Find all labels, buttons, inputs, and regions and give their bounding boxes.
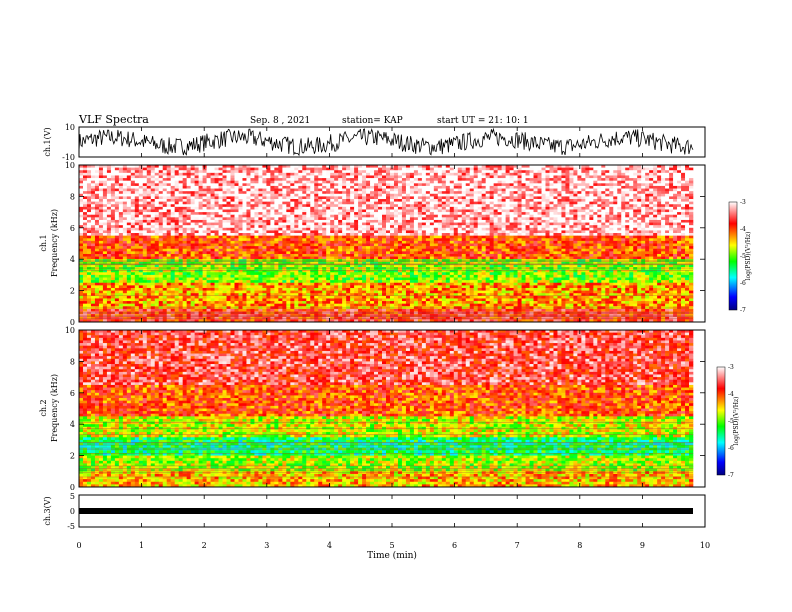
ch2-spec-ytick-2: 2 <box>70 452 75 461</box>
ch2-spec-ytick-0: 0 <box>70 483 75 492</box>
ch3-ytick-bottom: -5 <box>67 522 75 531</box>
ch1-colorbar-tick--5: -5 <box>740 253 746 260</box>
ch2-colorbar-tick--7: -7 <box>728 472 734 479</box>
x-tick-6: 6 <box>452 541 457 550</box>
ch1-ylabel: ch.1(V) <box>43 127 52 156</box>
date-label: Sep. 8 , 2021 <box>250 116 310 126</box>
ch1-colorbar-tick--4: -4 <box>740 226 746 233</box>
ch2-colorbar-label: log(PSD)(V²/Hz) <box>733 397 740 446</box>
ch1-ytick-top: 10 <box>65 123 75 132</box>
ch3-ylabel: ch.3(V) <box>43 496 52 525</box>
x-axis-label: Time (min) <box>367 550 417 561</box>
ch1-spec-ytick-2: 2 <box>70 287 75 296</box>
ch2-spec-ytick-4: 4 <box>70 420 75 429</box>
ch1-spec-ylabel-channel: ch.1 <box>39 234 48 251</box>
ch1-spec-ytick-0: 0 <box>70 318 75 327</box>
ch3-ytick-top: 5 <box>70 492 75 501</box>
ch2-spec-ytick-6: 6 <box>70 389 75 398</box>
ch2-colorbar-tick--5: -5 <box>728 418 734 425</box>
ch1-spec-ytick-8: 8 <box>70 192 75 201</box>
ch2-colorbar-tick--3: -3 <box>728 364 734 371</box>
ch2-spec-ytick-8: 8 <box>70 357 75 366</box>
ch2-colorbar-tick--4: -4 <box>728 391 734 398</box>
ch1-colorbar-label: log(PSD)(V²/Hz) <box>745 232 752 281</box>
ch1-colorbar-tick--3: -3 <box>740 199 746 206</box>
ch1-spec-ytick-10: 10 <box>65 161 75 170</box>
ch1-spectrogram-image <box>79 165 694 323</box>
station-label: station= KAP <box>342 116 403 126</box>
x-tick-3: 3 <box>264 541 269 550</box>
ch1-colorbar-tick--7: -7 <box>740 307 746 314</box>
ch1-waveform-line <box>78 127 694 157</box>
figure-title: VLF Spectra <box>78 113 149 126</box>
ch1-colorbar <box>728 201 738 311</box>
ch1-colorbar-tick--6: -6 <box>740 280 746 287</box>
x-tick-10: 10 <box>700 541 710 550</box>
x-tick-5: 5 <box>389 541 394 550</box>
ch1-waveform-panel: 10 -10 ch.1(V) <box>43 123 706 162</box>
ch2-spec-ylabel-frequency: Frequency (kHz) <box>50 374 59 442</box>
ch3-ytick-mid: 0 <box>70 507 75 516</box>
ch3-waveform-line <box>79 508 693 514</box>
ch1-spec-ylabel-frequency: Frequency (kHz) <box>50 209 59 277</box>
x-tick-9: 9 <box>640 541 645 550</box>
x-tick-1: 1 <box>139 541 144 550</box>
x-axis: 0 1 2 3 4 5 6 7 8 9 10 <box>76 127 710 550</box>
ch2-colorbar-tick--6: -6 <box>728 445 734 452</box>
x-tick-2: 2 <box>202 541 207 550</box>
x-tick-7: 7 <box>515 541 520 550</box>
ch2-spec-ytick-10: 10 <box>65 326 75 335</box>
x-tick-8: 8 <box>577 541 582 550</box>
ch1-spec-ytick-6: 6 <box>70 224 75 233</box>
x-tick-0: 0 <box>76 541 81 550</box>
ch3-waveform-panel: 5 0 -5 ch.3(V) <box>43 492 706 531</box>
ch2-colorbar <box>716 366 726 476</box>
ch2-spec-ylabel-channel: ch.2 <box>39 399 48 416</box>
ch2-spectrogram-image <box>79 330 694 488</box>
start-time-label: start UT = 21: 10: 1 <box>437 116 529 126</box>
x-tick-4: 4 <box>327 541 332 550</box>
ch1-ytick-bottom: -10 <box>62 153 75 162</box>
ch1-spec-ytick-4: 4 <box>70 255 75 264</box>
